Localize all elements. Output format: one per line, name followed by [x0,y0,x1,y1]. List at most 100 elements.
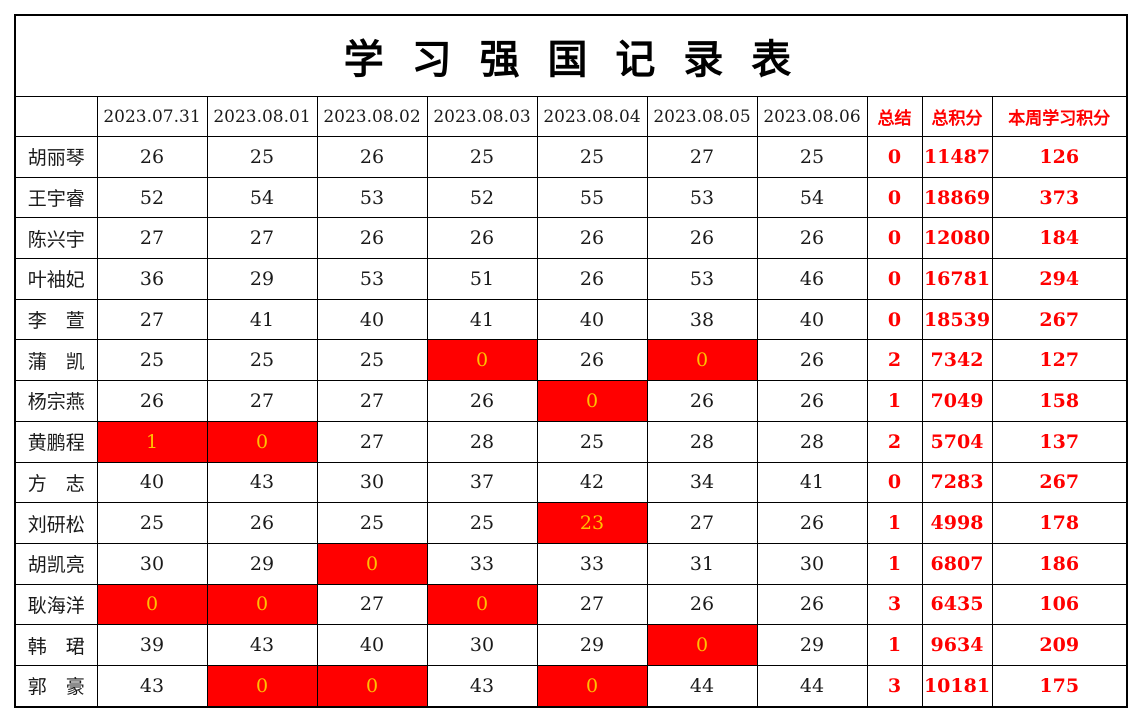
daily-score-cell: 28 [756,420,868,463]
summary-column-header: 总结 [866,96,923,137]
summary-cell: 1 [866,380,923,422]
table-row: 耿海洋 0 0 27 0 27 26 26 3 6435 106 [14,583,1128,626]
daily-score-cell: 26 [426,380,538,422]
daily-score-cell: 30 [426,624,538,666]
daily-score-cell: 26 [316,217,428,260]
week-points-cell: 186 [991,542,1128,585]
daily-score-cell: 42 [536,461,648,504]
person-name-cell: 蒲 凯 [14,339,98,382]
daily-score-cell: 0 [536,664,648,708]
daily-score-cell: 53 [316,258,428,300]
daily-score-cell: 26 [756,502,868,544]
total-points-cell: 18869 [921,176,993,219]
daily-score-cell: 0 [96,583,208,626]
week-points-cell: 158 [991,380,1128,422]
daily-score-cell: 26 [646,217,758,260]
daily-score-cell: 26 [646,583,758,626]
daily-score-cell: 25 [96,502,208,544]
total-points-cell: 4998 [921,502,993,544]
daily-score-cell: 27 [96,298,208,341]
week-points-cell: 267 [991,298,1128,341]
daily-score-cell: 37 [426,461,538,504]
table-row: 李 萱 27 41 40 41 40 38 40 0 18539 267 [14,298,1128,341]
table-row: 杨宗燕 26 27 27 26 0 26 26 1 7049 158 [14,380,1128,422]
summary-cell: 1 [866,542,923,585]
table-row: 方 志 40 43 30 37 42 34 41 0 7283 267 [14,461,1128,504]
daily-score-cell: 36 [96,258,208,300]
daily-score-cell: 28 [426,420,538,463]
daily-score-cell: 30 [96,542,208,585]
daily-score-cell: 53 [646,176,758,219]
table-row: 胡凯亮 30 29 0 33 33 31 30 1 6807 186 [14,542,1128,585]
daily-score-cell: 29 [536,624,648,666]
summary-cell: 0 [866,258,923,300]
daily-score-cell: 30 [756,542,868,585]
person-name-cell: 方 志 [14,461,98,504]
daily-score-cell: 30 [316,461,428,504]
daily-score-cell: 26 [536,339,648,382]
week-points-cell: 184 [991,217,1128,260]
daily-score-cell: 40 [316,624,428,666]
daily-score-cell: 52 [426,176,538,219]
person-name-cell: 胡丽琴 [14,136,98,178]
daily-score-cell: 41 [206,298,318,341]
person-name-cell: 黄鹏程 [14,420,98,463]
person-name-cell: 陈兴宇 [14,217,98,260]
daily-score-cell: 25 [316,339,428,382]
week-points-cell: 178 [991,502,1128,544]
daily-score-cell: 26 [756,583,868,626]
daily-score-cell: 29 [206,542,318,585]
total-points-cell: 7342 [921,339,993,382]
total-points-cell: 7283 [921,461,993,504]
daily-score-cell: 40 [316,298,428,341]
title-row: 学 习 强 国 记 录 表 [14,14,1128,97]
daily-score-cell: 0 [206,664,318,708]
summary-cell: 0 [866,461,923,504]
daily-score-cell: 51 [426,258,538,300]
summary-cell: 3 [866,583,923,626]
summary-cell: 3 [866,664,923,708]
summary-cell: 0 [866,136,923,178]
daily-score-cell: 25 [206,136,318,178]
date-column-header: 2023.08.04 [536,96,648,137]
table-row: 黄鹏程 1 0 27 28 25 28 28 2 5704 137 [14,420,1128,463]
daily-score-cell: 34 [646,461,758,504]
corner-cell [14,96,98,137]
daily-score-cell: 0 [206,583,318,626]
summary-cell: 2 [866,339,923,382]
person-name-cell: 耿海洋 [14,583,98,626]
summary-cell: 2 [866,420,923,463]
daily-score-cell: 27 [206,217,318,260]
person-name-cell: 韩 珺 [14,624,98,666]
page-title: 学 习 强 国 记 录 表 [14,14,1128,97]
daily-score-cell: 25 [206,339,318,382]
person-name-cell: 胡凯亮 [14,542,98,585]
week-points-cell: 127 [991,339,1128,382]
daily-score-cell: 25 [756,136,868,178]
daily-score-cell: 54 [756,176,868,219]
daily-score-cell: 27 [316,583,428,626]
date-column-header: 2023.08.02 [316,96,428,137]
week-points-cell: 137 [991,420,1128,463]
week-points-cell: 209 [991,624,1128,666]
table-row: 胡丽琴 26 25 26 25 25 27 25 0 11487 126 [14,136,1128,178]
daily-score-cell: 39 [96,624,208,666]
daily-score-cell: 26 [756,217,868,260]
daily-score-cell: 54 [206,176,318,219]
week-points-cell: 106 [991,583,1128,626]
daily-score-cell: 26 [96,136,208,178]
person-name-cell: 王宇睿 [14,176,98,219]
table-row: 王宇睿 52 54 53 52 55 53 54 0 18869 373 [14,176,1128,219]
daily-score-cell: 26 [316,136,428,178]
week-points-cell: 373 [991,176,1128,219]
daily-score-cell: 0 [206,420,318,463]
daily-score-cell: 53 [316,176,428,219]
daily-score-cell: 25 [536,136,648,178]
daily-score-cell: 25 [316,502,428,544]
daily-score-cell: 1 [96,420,208,463]
total-points-cell: 9634 [921,624,993,666]
date-column-header: 2023.07.31 [96,96,208,137]
daily-score-cell: 33 [426,542,538,585]
daily-score-cell: 26 [206,502,318,544]
daily-score-cell: 25 [426,136,538,178]
